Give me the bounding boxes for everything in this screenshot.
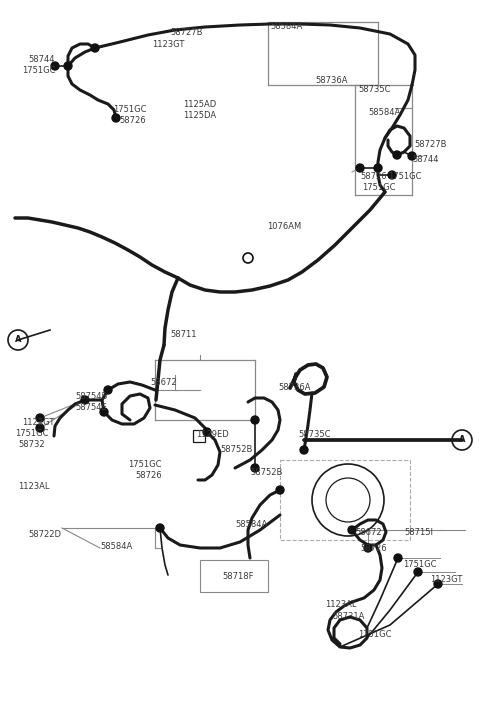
Text: 1125AD: 1125AD <box>183 100 216 109</box>
Circle shape <box>388 171 396 179</box>
Circle shape <box>251 464 259 472</box>
Text: 58754B: 58754B <box>75 392 108 401</box>
Circle shape <box>112 114 120 122</box>
Bar <box>280 460 410 540</box>
Text: 1123AL: 1123AL <box>18 482 49 491</box>
Text: 1751GC: 1751GC <box>362 183 396 192</box>
Circle shape <box>104 386 112 394</box>
Text: 58711: 58711 <box>170 330 196 339</box>
Text: 58584A: 58584A <box>235 520 267 529</box>
Text: 1076AM: 1076AM <box>267 222 301 231</box>
Text: 1751GC: 1751GC <box>128 460 161 469</box>
Text: 58727B: 58727B <box>414 140 446 149</box>
Circle shape <box>276 486 284 494</box>
Circle shape <box>51 62 59 70</box>
Text: 58726: 58726 <box>360 544 386 553</box>
Text: 1123GT: 1123GT <box>430 575 462 584</box>
Text: 58726: 58726 <box>360 172 386 181</box>
Circle shape <box>364 544 372 552</box>
Text: 58736A: 58736A <box>315 76 348 85</box>
Bar <box>193 430 205 442</box>
Circle shape <box>414 568 422 576</box>
Circle shape <box>91 44 99 52</box>
Text: 1123GT: 1123GT <box>152 40 184 49</box>
Text: 58722D: 58722D <box>28 530 61 539</box>
Text: 58735C: 58735C <box>358 85 391 94</box>
Text: A: A <box>459 436 465 444</box>
Circle shape <box>251 416 259 424</box>
Circle shape <box>64 62 72 70</box>
Text: 1751GC: 1751GC <box>358 630 392 639</box>
Text: 58584A: 58584A <box>270 22 302 31</box>
Circle shape <box>393 151 401 159</box>
Circle shape <box>100 408 108 416</box>
Text: 58754E: 58754E <box>75 403 107 412</box>
Text: 1123AL: 1123AL <box>325 600 357 609</box>
Text: 1125DA: 1125DA <box>183 111 216 120</box>
Circle shape <box>374 164 382 172</box>
Text: 58752B: 58752B <box>220 445 252 454</box>
Circle shape <box>36 414 44 422</box>
Text: 58732: 58732 <box>18 440 45 449</box>
Circle shape <box>300 446 308 454</box>
Text: 58715I: 58715I <box>404 528 433 537</box>
Text: 58727B: 58727B <box>170 28 203 37</box>
Text: 58752B: 58752B <box>250 468 282 477</box>
Text: 1129ED: 1129ED <box>196 430 229 439</box>
Circle shape <box>356 164 364 172</box>
Text: 58584A: 58584A <box>368 108 400 117</box>
Circle shape <box>36 424 44 432</box>
Bar <box>200 560 268 592</box>
Text: 1751GC: 1751GC <box>22 66 56 75</box>
Text: 58718F: 58718F <box>222 572 253 581</box>
Text: 58744: 58744 <box>28 55 55 64</box>
Text: 58672: 58672 <box>355 528 382 537</box>
Text: 58672: 58672 <box>150 378 177 387</box>
Circle shape <box>156 524 164 532</box>
Text: 58726: 58726 <box>135 471 162 480</box>
Text: 58736A: 58736A <box>278 383 311 392</box>
Text: 58744: 58744 <box>412 155 439 164</box>
Text: 58731A: 58731A <box>332 612 364 621</box>
Text: 1751GC: 1751GC <box>15 429 48 438</box>
Text: 1123GT: 1123GT <box>22 418 54 427</box>
Circle shape <box>408 152 416 160</box>
Circle shape <box>203 428 211 436</box>
Text: 58735C: 58735C <box>298 430 331 439</box>
Text: 1751GC: 1751GC <box>403 560 436 569</box>
Text: A: A <box>15 336 21 344</box>
Circle shape <box>434 580 442 588</box>
Text: 58726: 58726 <box>119 116 145 125</box>
Circle shape <box>348 526 356 534</box>
Text: 1751GC: 1751GC <box>113 105 146 114</box>
Circle shape <box>81 396 89 404</box>
Text: 1751GC: 1751GC <box>388 172 421 181</box>
Circle shape <box>394 554 402 562</box>
Text: 58584A: 58584A <box>100 542 132 551</box>
